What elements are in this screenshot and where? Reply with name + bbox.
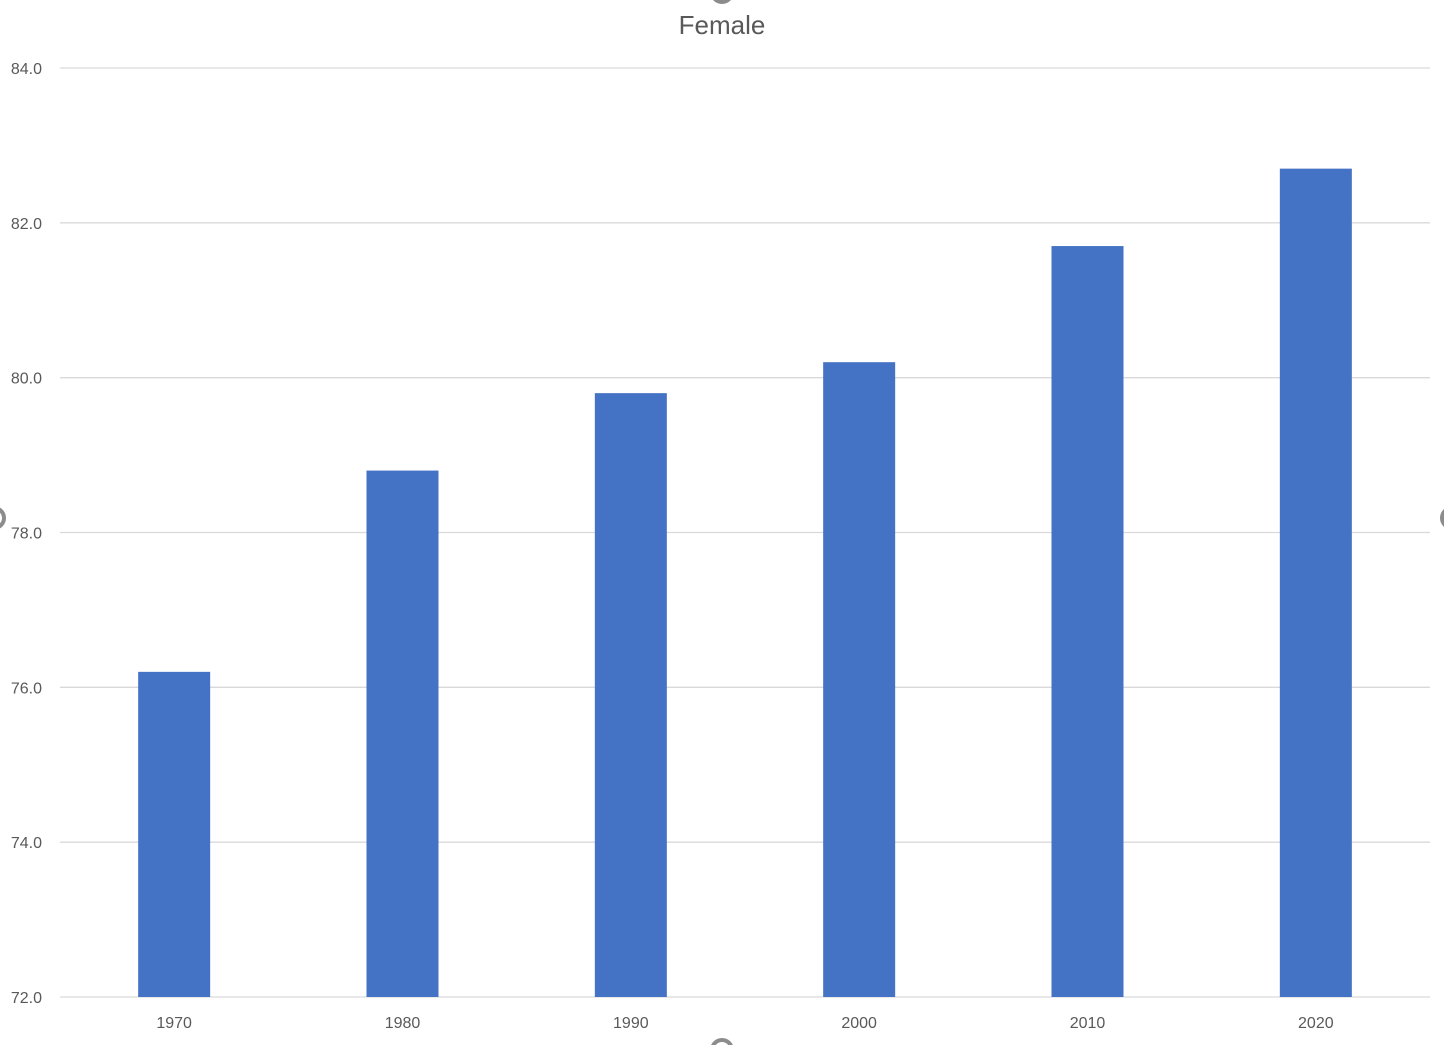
- resize-handle-bottom[interactable]: [711, 1038, 733, 1045]
- y-tick-label: 72.0: [11, 990, 42, 1007]
- bar-2000[interactable]: [823, 362, 896, 997]
- x-tick-label: 1980: [385, 1015, 421, 1032]
- bar-1990[interactable]: [594, 393, 667, 997]
- y-axis-tick-labels: 72.0 74.0 76.0 78.0 80.0 82.0 84.0: [11, 61, 42, 1007]
- x-tick-label: 2000: [841, 1015, 877, 1032]
- y-tick-label: 82.0: [11, 216, 42, 233]
- y-tick-label: 80.0: [11, 371, 42, 388]
- y-tick-label: 78.0: [11, 526, 42, 543]
- x-tick-label: 1990: [613, 1015, 649, 1032]
- resize-handle-top[interactable]: [712, 0, 732, 4]
- bars: [138, 168, 1352, 998]
- resize-handle-left[interactable]: [0, 507, 6, 529]
- chart-title: Female: [679, 10, 766, 40]
- bar-1970[interactable]: [138, 671, 211, 997]
- y-tick-label: 76.0: [11, 680, 42, 697]
- x-tick-label: 2010: [1070, 1015, 1106, 1032]
- bar-2010[interactable]: [1051, 246, 1124, 997]
- x-tick-label: 2020: [1298, 1015, 1334, 1032]
- bar-1980[interactable]: [366, 470, 439, 998]
- gridlines: [60, 67, 1430, 998]
- bar-2020[interactable]: [1279, 168, 1352, 997]
- x-axis-tick-labels: 1970 1980 1990 2000 2010 2020: [156, 1015, 1333, 1032]
- y-tick-label: 74.0: [11, 835, 42, 852]
- y-tick-label: 84.0: [11, 61, 42, 78]
- x-tick-label: 1970: [156, 1015, 192, 1032]
